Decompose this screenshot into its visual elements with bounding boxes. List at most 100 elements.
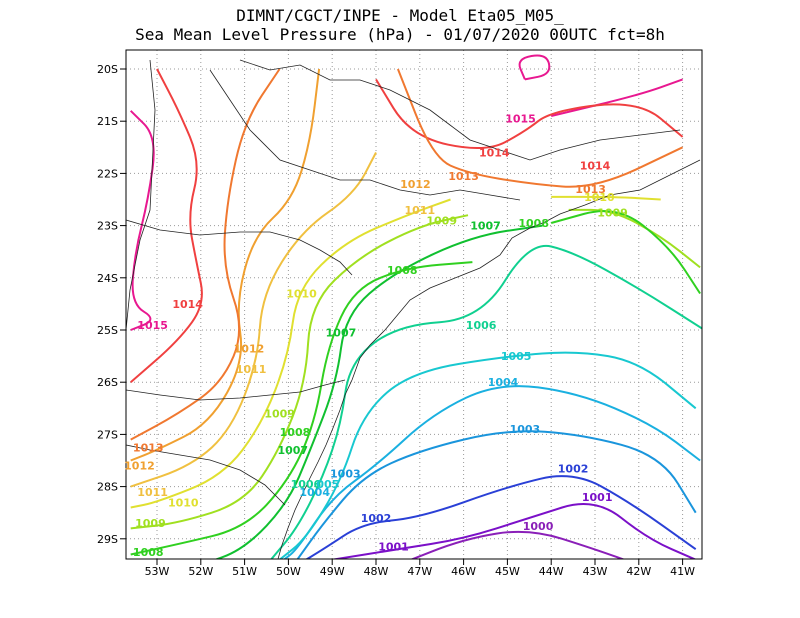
lon-tick-label: 43W bbox=[583, 565, 608, 578]
isobar-label-1010: 1010 bbox=[168, 496, 199, 509]
lon-tick-label: 48W bbox=[364, 565, 389, 578]
lat-tick-label: 26S bbox=[97, 376, 118, 389]
isobar-1010 bbox=[551, 195, 661, 201]
isobar-1008 bbox=[130, 261, 473, 556]
isobar-1014 bbox=[375, 78, 684, 149]
country-border-west bbox=[126, 59, 156, 331]
state-border-pr-sp bbox=[126, 219, 353, 276]
isobar-label-1009: 1009 bbox=[426, 214, 457, 227]
isobar-label-1004: 1004 bbox=[299, 486, 330, 499]
isobar-label-1004: 1004 bbox=[488, 376, 519, 389]
state-border-mg bbox=[239, 59, 681, 161]
isobar-label-1006: 1006 bbox=[291, 478, 322, 491]
isobar-label-1001: 1001 bbox=[378, 541, 409, 554]
isobar-1009 bbox=[568, 208, 701, 269]
isobar-1015 bbox=[129, 110, 155, 331]
map-frame bbox=[125, 49, 703, 560]
lon-tick-label: 41W bbox=[670, 565, 695, 578]
lon-tick-label: 53W bbox=[145, 565, 170, 578]
isobar-label-1006: 1006 bbox=[466, 319, 497, 332]
isobar-label-1012: 1012 bbox=[124, 460, 155, 473]
isobar-label-1009: 1009 bbox=[264, 408, 295, 421]
isobar-label-1008: 1008 bbox=[518, 217, 549, 230]
isobar-label-1010: 1010 bbox=[584, 191, 615, 204]
lon-tick-label: 49W bbox=[320, 565, 345, 578]
isobar-label-1014: 1014 bbox=[479, 147, 510, 160]
isobar-1013 bbox=[130, 68, 281, 441]
coastline bbox=[277, 159, 701, 559]
isobar-label-1010: 1010 bbox=[286, 287, 317, 300]
isobar-label-1011: 1011 bbox=[236, 363, 267, 376]
lat-tick-label: 27S bbox=[97, 428, 118, 441]
isobar-label-1011: 1011 bbox=[404, 204, 435, 217]
grid-lines bbox=[126, 50, 702, 559]
map-title-line1: DIMNT/CGCT/INPE - Model Eta05_M05_ bbox=[236, 6, 564, 25]
isobar-label-1014: 1014 bbox=[580, 160, 611, 173]
isobar-label-1009: 1009 bbox=[135, 517, 166, 530]
isobar-1002 bbox=[305, 475, 697, 559]
isobar-1005 bbox=[278, 351, 697, 559]
isobar-1007 bbox=[214, 224, 543, 559]
isobar-label-1011: 1011 bbox=[137, 486, 168, 499]
lat-tick-label: 23S bbox=[97, 220, 118, 233]
lat-tick-label: 28S bbox=[97, 481, 118, 494]
lon-tick-label: 50W bbox=[276, 565, 301, 578]
isobar-1008 bbox=[550, 210, 701, 295]
state-border-sc-rs bbox=[126, 444, 286, 506]
map-title-line2: Sea Mean Level Pressure (hPa) - 01/07/20… bbox=[135, 25, 665, 44]
isobar-label-1013: 1013 bbox=[133, 441, 164, 454]
isobar-1006 bbox=[270, 244, 702, 559]
lat-tick-label: 29S bbox=[97, 533, 118, 546]
isobar-1003 bbox=[296, 430, 697, 559]
isobar-label-1008: 1008 bbox=[280, 426, 311, 439]
isobar-label-1013: 1013 bbox=[575, 183, 606, 196]
lat-tick-label: 21S bbox=[97, 115, 118, 128]
lat-tick-label: 20S bbox=[97, 63, 118, 76]
isobar-label-1002: 1002 bbox=[361, 512, 392, 525]
isobar-label-1007: 1007 bbox=[277, 444, 308, 457]
isobar-label-1015: 1015 bbox=[505, 113, 536, 126]
isobar-label-1009: 1009 bbox=[597, 207, 628, 220]
lat-tick-label: 24S bbox=[97, 272, 118, 285]
isobar-1010 bbox=[130, 198, 451, 509]
state-border-sp bbox=[209, 69, 521, 201]
isobar-1015 bbox=[550, 78, 683, 117]
isobar-label-1012: 1012 bbox=[400, 178, 431, 191]
isobar-label-1003: 1003 bbox=[510, 423, 541, 436]
political-borders bbox=[126, 59, 701, 559]
lat-tick-label: 25S bbox=[97, 324, 118, 337]
isobar-label-1013: 1013 bbox=[448, 170, 479, 183]
longitude-ticks: 53W 52W 51W 50W 49W 48W 47W 46W 45W 44W 43W 42W 41W bbox=[145, 559, 695, 578]
isobar-1014 bbox=[130, 68, 203, 383]
isobar-lines bbox=[129, 54, 702, 559]
isobar-label-1008: 1008 bbox=[133, 546, 164, 559]
lat-tick-label: 22S bbox=[97, 167, 118, 180]
isobar-1000 bbox=[410, 530, 626, 559]
isobar-label-1002: 1002 bbox=[558, 462, 589, 475]
state-border-pr-sc bbox=[126, 379, 346, 401]
latitude-ticks: 20S 21S 22S 23S 24S 25S 26S 27S 28S 29S bbox=[97, 63, 126, 546]
lon-tick-label: 47W bbox=[407, 565, 432, 578]
lon-tick-label: 46W bbox=[451, 565, 476, 578]
isobar-label-1008: 1008 bbox=[387, 264, 418, 277]
isobar-1001 bbox=[332, 502, 697, 559]
isobar-label-1014: 1014 bbox=[172, 298, 203, 311]
isobar-label-1007: 1007 bbox=[470, 220, 501, 233]
isobar-label-1001: 1001 bbox=[582, 491, 613, 504]
lon-tick-label: 45W bbox=[495, 565, 520, 578]
isobar-1012 bbox=[130, 68, 321, 462]
isobar-1009 bbox=[130, 214, 469, 530]
isobar-label-1012: 1012 bbox=[234, 342, 265, 355]
isobar-label-1005: 1005 bbox=[501, 350, 532, 363]
isobar-label-1003: 1003 bbox=[330, 468, 361, 481]
lon-tick-label: 42W bbox=[626, 565, 651, 578]
isobar-label-1000: 1000 bbox=[523, 520, 554, 533]
isobar-labels: 1015101410141013101310121011101010091009… bbox=[124, 113, 628, 559]
lon-tick-label: 44W bbox=[539, 565, 564, 578]
isobar-label-1015: 1015 bbox=[137, 319, 168, 332]
lon-tick-label: 51W bbox=[232, 565, 257, 578]
isobar-1013 bbox=[396, 68, 684, 188]
isobar-1015 bbox=[518, 54, 551, 81]
isobar-label-1005: 005 bbox=[316, 478, 339, 491]
